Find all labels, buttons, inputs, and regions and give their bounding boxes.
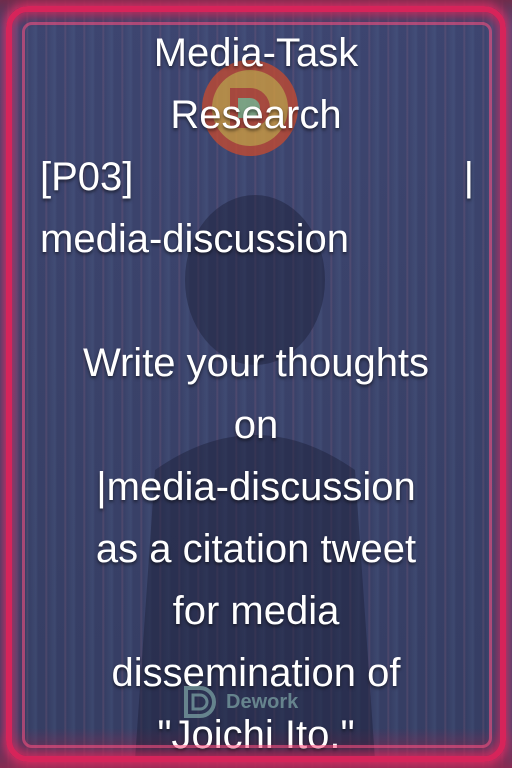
watermark: Dework [180,682,298,722]
spacer [28,270,484,332]
watermark-text: Dework [226,690,299,713]
body-line-3: |media-discussion [96,465,416,509]
person-silhouette-image [135,195,375,760]
dework-watermark-icon [184,686,216,718]
body-line-5: for media [172,589,340,633]
project-tag: [P03] [40,155,134,199]
body-line-2: on [233,403,279,447]
title-line-2: Research [170,93,342,137]
pipe-separator: | [463,155,474,199]
dework-logo-icon [202,60,298,156]
body-line-4: as a citation tweet [95,527,417,571]
tag-row: [P03] | [28,146,484,208]
body-line-7: "Joichi Ito." [157,713,355,757]
body-line-6: dissemination of [111,651,401,695]
body-line-1: Write your thoughts [82,341,430,385]
poster-text: Media-Task Research [P03] | media-discus… [28,22,484,766]
channel-name: media-discussion [40,217,350,261]
title-line-1: Media-Task [153,31,359,75]
